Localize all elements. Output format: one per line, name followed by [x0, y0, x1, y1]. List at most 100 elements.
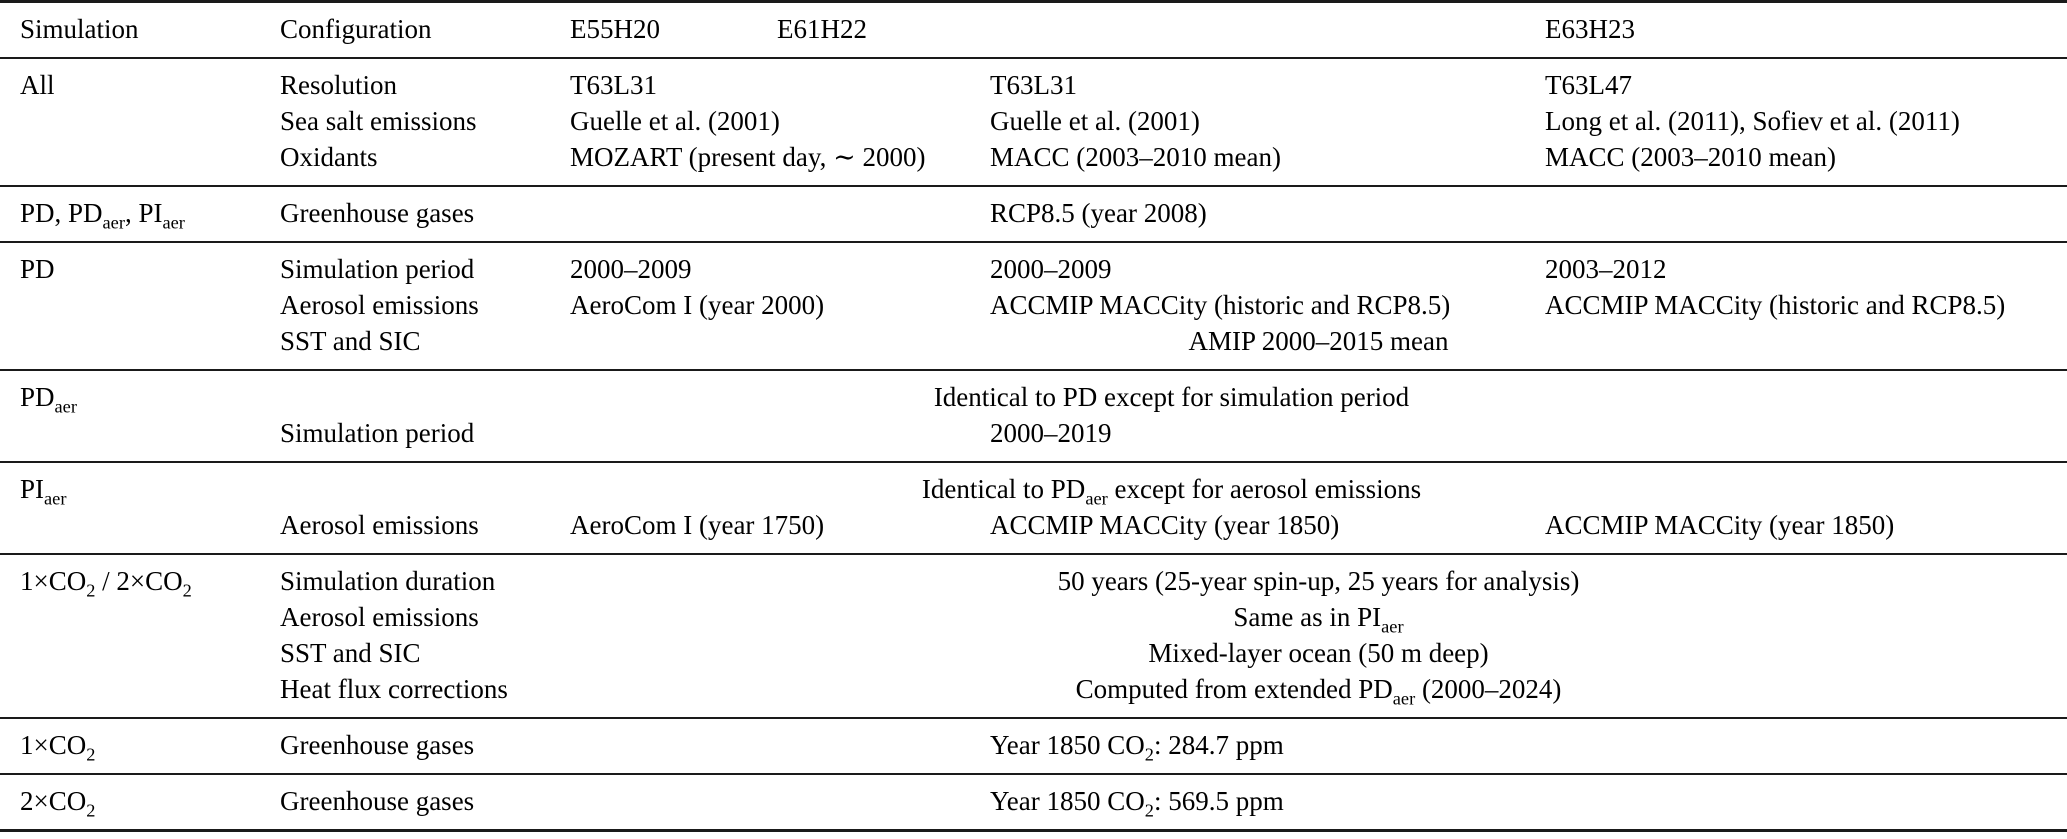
sim-label — [0, 599, 280, 635]
config-label: Simulation period — [280, 254, 475, 284]
config-label: Simulation duration — [280, 566, 496, 596]
config-label: Aerosol emissions — [280, 290, 479, 320]
table-row: PIaer Identical to PDaer except for aero… — [0, 462, 2067, 509]
section-co2-common: 1×CO2 / 2×CO2 Simulation duration 50 yea… — [0, 554, 2067, 718]
table-row: 2×CO2 Greenhouse gases Year 1850 CO2: 56… — [0, 774, 2067, 831]
value-e63h23: 2003–2012 — [1545, 254, 1667, 284]
value-e55h20 — [570, 774, 990, 831]
section-1xco2: 1×CO2 Greenhouse gases Year 1850 CO2: 28… — [0, 718, 2067, 774]
value-e63h23 — [1545, 186, 2067, 242]
table-row: Aerosol emissions AeroCom I (year 1750) … — [0, 507, 2067, 554]
sim-label: PDaer — [20, 382, 77, 417]
sim-label: PD, PDaer, PIaer — [20, 198, 185, 233]
sim-label: PD — [20, 254, 55, 284]
value-e61h22: RCP8.5 (year 2008) — [990, 198, 1207, 228]
column-header-e63h23: E63H23 — [1545, 14, 1635, 44]
value-e63h23: MACC (2003–2010 mean) — [1545, 142, 1836, 172]
value-e55h20: MOZART (present day, ∼ 2000) — [570, 142, 926, 172]
value-e61h22: Year 1850 CO2: 569.5 ppm — [990, 786, 1284, 821]
config-label: Heat flux corrections — [280, 674, 508, 704]
section-greenhouse-common: PD, PDaer, PIaer Greenhouse gases RCP8.5… — [0, 186, 2067, 242]
value-e63h23 — [1545, 462, 2067, 507]
config-label: Resolution — [280, 70, 398, 100]
value-e55h20: T63L31 — [570, 70, 657, 100]
sim-label — [0, 287, 280, 323]
table-row: PD, PDaer, PIaer Greenhouse gases RCP8.5… — [0, 186, 2067, 242]
sim-label — [0, 635, 280, 671]
sim-label — [0, 415, 280, 462]
section-piaer: PIaer Identical to PDaer except for aero… — [0, 462, 2067, 554]
sim-label — [0, 103, 280, 139]
table-row: SST and SIC Mixed-layer ocean (50 m deep… — [0, 635, 2067, 671]
config-label: SST and SIC — [280, 326, 421, 356]
identical-note: Identical to PDaer except for aerosol em… — [921, 474, 1422, 509]
value-e55h20 — [570, 415, 990, 462]
table-row: PDaer Identical to PD except for simulat… — [0, 370, 2067, 417]
sim-label: 1×CO2 — [20, 730, 96, 765]
config-label: Oxidants — [280, 142, 378, 172]
column-header-e61h22: E61H22 — [777, 14, 867, 44]
value-e63h23 — [1545, 370, 2067, 415]
table-row: Oxidants MOZART (present day, ∼ 2000) MA… — [0, 139, 2067, 186]
config-label: Aerosol emissions — [280, 510, 479, 540]
table-row: PD Simulation period 2000–2009 2000–2009… — [0, 242, 2067, 287]
config-label: Greenhouse gases — [280, 198, 475, 228]
config-label: Greenhouse gases — [280, 786, 475, 816]
sim-label: 2×CO2 — [20, 786, 96, 821]
value-e61h22: 2000–2009 — [990, 254, 1112, 284]
sim-label — [0, 323, 280, 370]
value-e63h23: ACCMIP MACCity (year 1850) — [1545, 510, 1895, 540]
value-e55h20 — [570, 186, 990, 242]
table-row: Sea salt emissions Guelle et al. (2001) … — [0, 103, 2067, 139]
table-row: All Resolution T63L31 T63L31 T63L47 — [0, 58, 2067, 103]
value-span-all-experiments: Same as in PIaer — [1233, 602, 1404, 637]
value-e63h23: ACCMIP MACCity (historic and RCP8.5) — [1545, 290, 2006, 320]
sim-label: PIaer — [20, 474, 67, 509]
config-label: Sea salt emissions — [280, 106, 477, 136]
value-e55h20: 2000–2009 — [570, 254, 692, 284]
table-row: Heat flux corrections Computed from exte… — [0, 671, 2067, 718]
value-e63h23: Long et al. (2011), Sofiev et al. (2011) — [1545, 106, 1960, 136]
column-header-e55h20: E55H20 — [570, 14, 660, 44]
section-pd: PD Simulation period 2000–2009 2000–2009… — [0, 242, 2067, 370]
value-e63h23: T63L47 — [1545, 70, 1632, 100]
config-label: Greenhouse gases — [280, 730, 475, 760]
value-e61h22: Year 1850 CO2: 284.7 ppm — [990, 730, 1284, 765]
value-e61h22: Guelle et al. (2001) — [990, 106, 1200, 136]
table-row: 1×CO2 / 2×CO2 Simulation duration 50 yea… — [0, 554, 2067, 601]
identical-note: Identical to PD except for simulation pe… — [933, 382, 1410, 412]
config-label: Simulation period — [280, 418, 475, 448]
value-e55h20: Guelle et al. (2001) — [570, 106, 780, 136]
value-e61h22: ACCMIP MACCity (historic and RCP8.5) — [990, 290, 1451, 320]
value-e63h23 — [1545, 415, 2067, 462]
section-all: All Resolution T63L31 T63L31 T63L47 Sea … — [0, 58, 2067, 186]
section-2xco2: 2×CO2 Greenhouse gases Year 1850 CO2: 56… — [0, 774, 2067, 831]
section-pdaer: PDaer Identical to PD except for simulat… — [0, 370, 2067, 462]
config-label — [280, 370, 570, 415]
value-e55h20: AeroCom I (year 2000) — [570, 290, 825, 320]
value-e61h22: T63L31 — [990, 70, 1077, 100]
sim-label — [0, 671, 280, 718]
value-span-all-experiments: AMIP 2000–2015 mean — [1188, 326, 1449, 356]
sim-label — [0, 139, 280, 186]
column-header-simulation: Simulation — [20, 14, 139, 44]
table-row: Aerosol emissions AeroCom I (year 2000) … — [0, 287, 2067, 323]
table-header-section: Simulation Configuration E55H20 E61H22 E… — [0, 2, 2067, 59]
value-e61h22: ACCMIP MACCity (year 1850) — [990, 510, 1340, 540]
value-span-all-experiments: Mixed-layer ocean (50 m deep) — [1148, 638, 1489, 668]
value-e61h22: 2000–2019 — [990, 418, 1112, 448]
value-e55h20 — [570, 718, 990, 774]
value-e55h20: AeroCom I (year 1750) — [570, 510, 825, 540]
value-span-all-experiments: 50 years (25-year spin-up, 25 years for … — [1057, 566, 1580, 596]
sim-label: 1×CO2 / 2×CO2 — [20, 566, 192, 601]
value-e63h23 — [1545, 718, 2067, 774]
config-label — [280, 462, 570, 507]
table-row: Simulation period 2000–2019 — [0, 415, 2067, 462]
sim-label: All — [20, 70, 55, 100]
table-row: SST and SIC AMIP 2000–2015 mean — [0, 323, 2067, 370]
table-row: Aerosol emissions Same as in PIaer — [0, 599, 2067, 637]
column-header-configuration: Configuration — [280, 14, 432, 44]
value-span-all-experiments: Computed from extended PDaer (2000–2024) — [1075, 674, 1562, 709]
config-label: SST and SIC — [280, 638, 421, 668]
